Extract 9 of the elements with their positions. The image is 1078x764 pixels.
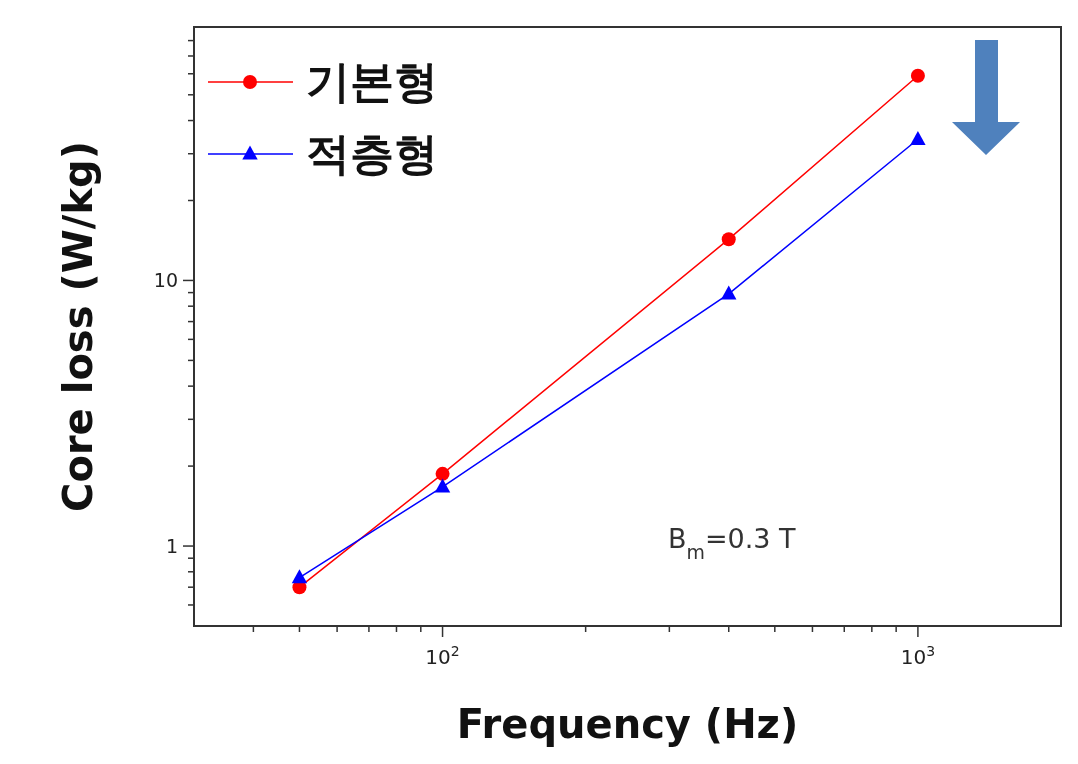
y-tick-label: 10 xyxy=(153,269,178,292)
y-tick-label: 1 xyxy=(165,535,178,558)
legend-label: 기본형 xyxy=(306,56,438,107)
x-tick-label: 10$^{2}$ xyxy=(425,643,460,669)
y-axis-title: Core loss (W/kg) xyxy=(55,141,101,512)
x-axis-title: Frequency (Hz) xyxy=(456,701,799,747)
annotation: B$_{m}$=0.3 T xyxy=(668,523,797,563)
legend-label: 적층형 xyxy=(306,128,438,179)
x-tick-label: 10$^{3}$ xyxy=(900,643,936,669)
